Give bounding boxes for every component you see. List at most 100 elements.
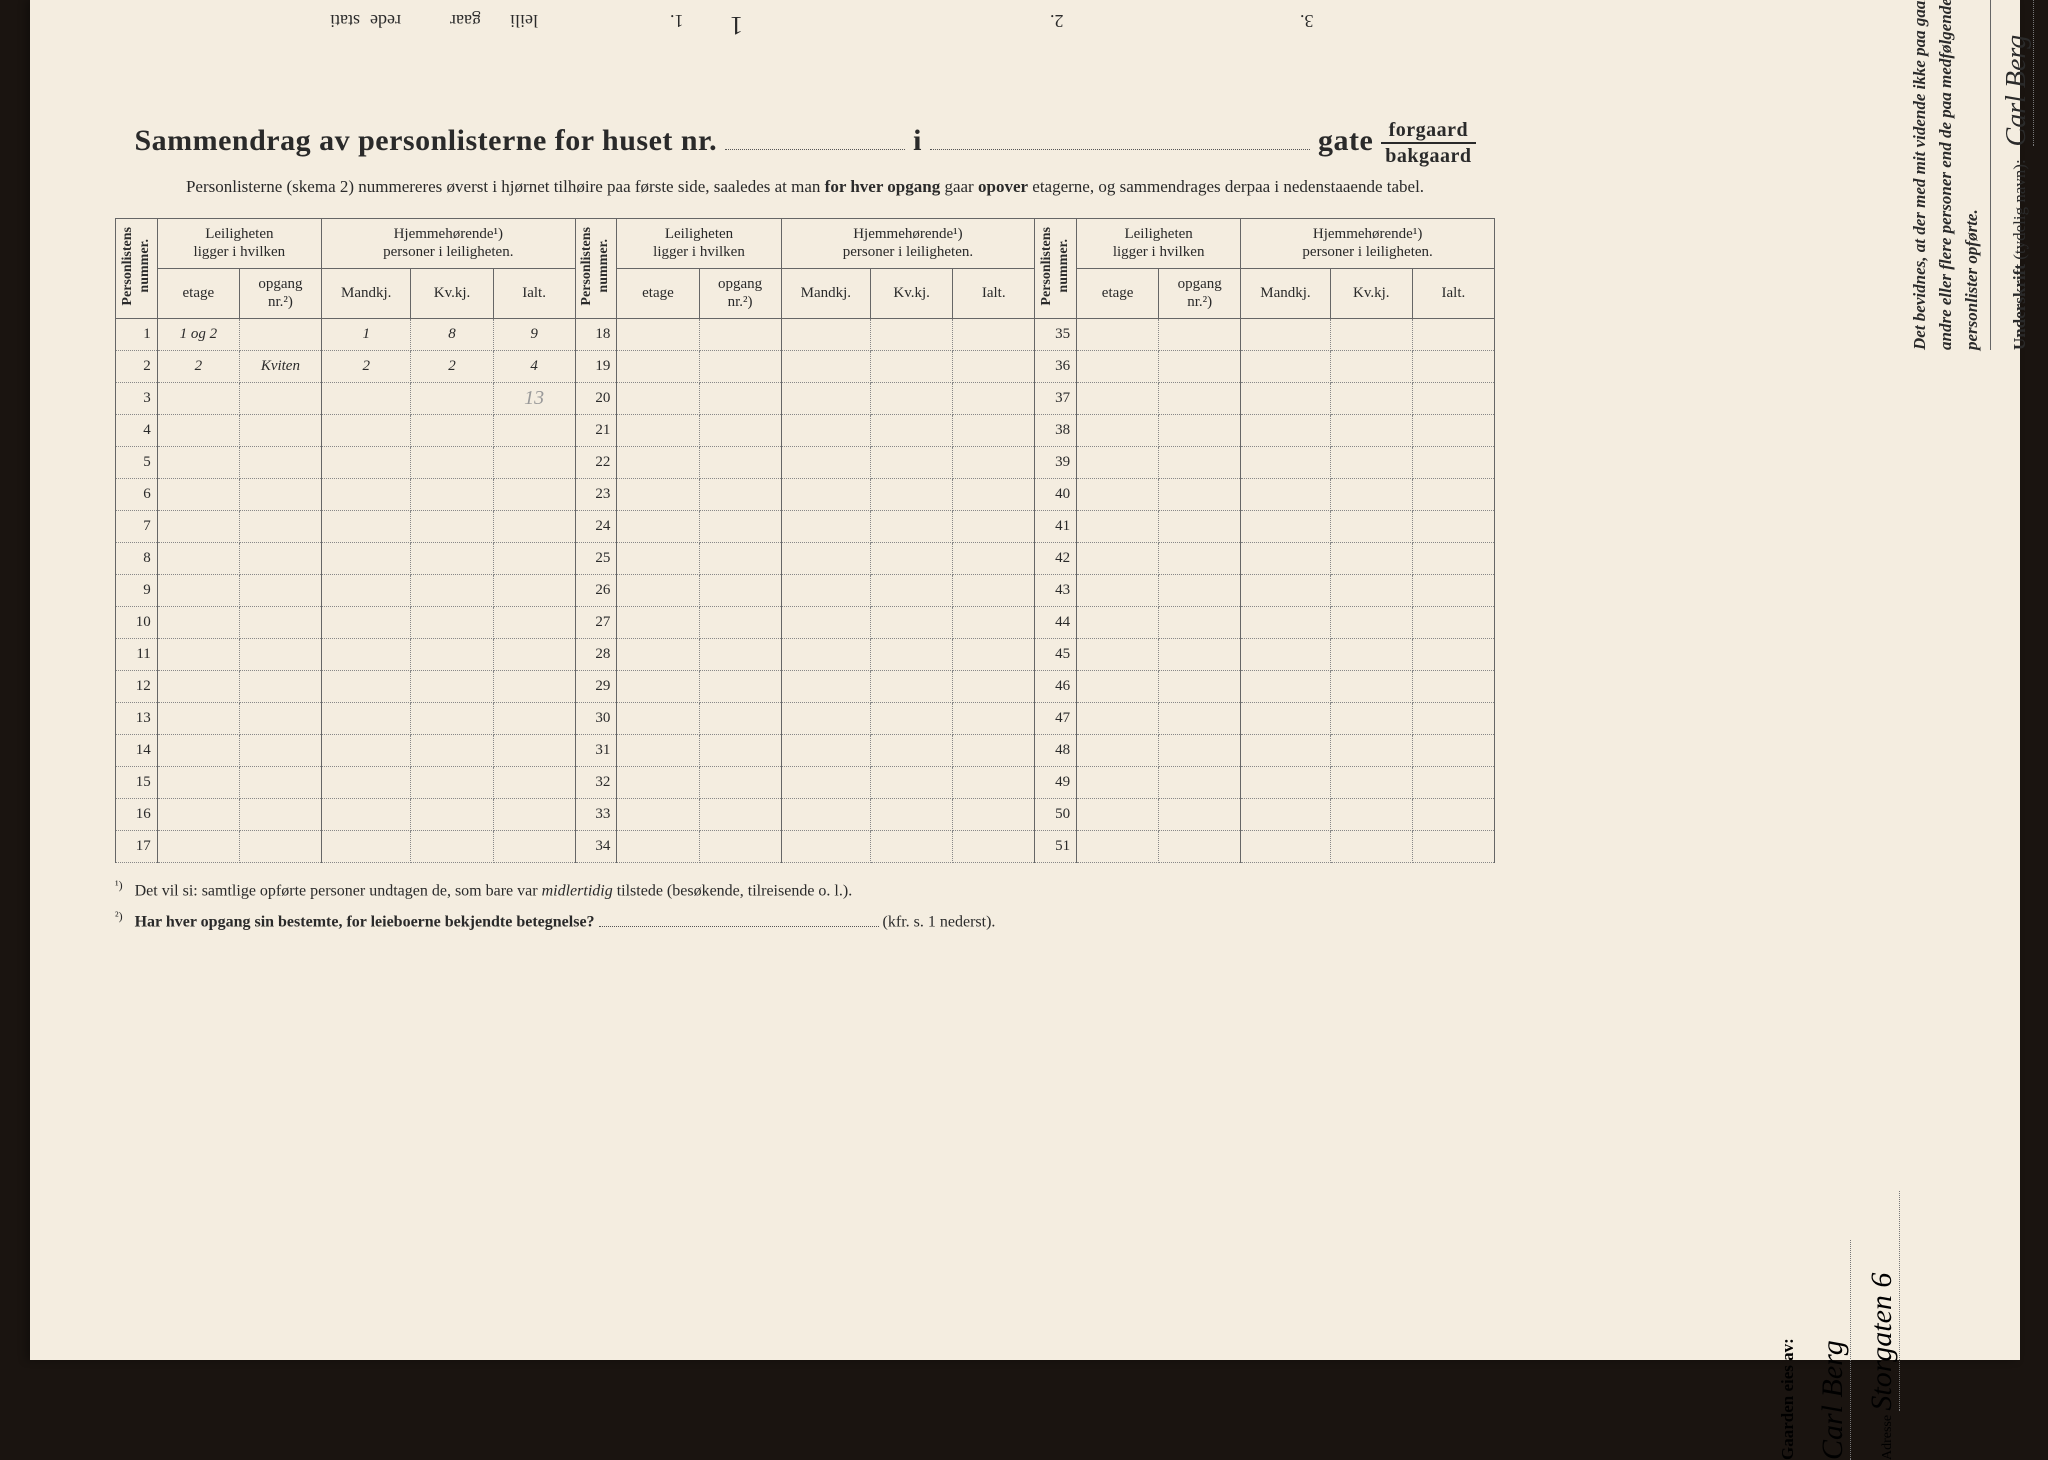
table-cell (781, 319, 871, 351)
table-cell (617, 735, 699, 767)
table-row: 143148 (116, 735, 1495, 767)
table-cell: 20 (575, 383, 617, 415)
table-cell (781, 351, 871, 383)
table-cell: 8 (411, 319, 493, 351)
table-cell: 10 (116, 607, 158, 639)
table-cell (411, 415, 493, 447)
table-cell: 30 (575, 703, 617, 735)
table-cell (1412, 351, 1494, 383)
table-cell (699, 831, 781, 863)
table-cell (871, 831, 953, 863)
table-cell (953, 543, 1035, 575)
table-cell (1241, 799, 1331, 831)
owner-adresse: Storgaten 6 (1865, 1191, 1900, 1411)
table-cell (871, 799, 953, 831)
table-cell: 48 (1035, 735, 1077, 767)
table-cell (1330, 735, 1412, 767)
table-cell (1159, 799, 1241, 831)
table-cell (1159, 543, 1241, 575)
table-cell (157, 639, 239, 671)
hdr-kvkj-1: Kv.kj. (411, 268, 493, 318)
table-cell (1159, 767, 1241, 799)
hdr-mandkj-3: Mandkj. (1241, 268, 1331, 318)
table-cell (781, 767, 871, 799)
table-cell (239, 799, 321, 831)
table-cell (699, 671, 781, 703)
table-cell: 32 (575, 767, 617, 799)
tydelig-label: (tydelig navn): (2010, 159, 2029, 260)
table-cell (1241, 671, 1331, 703)
table-cell: 17 (116, 831, 158, 863)
owner-block: Gaarden eies av: Carl Berg Adresse Storg… (1600, 1270, 1900, 1460)
table-cell (1159, 671, 1241, 703)
table-cell: 39 (1035, 447, 1077, 479)
table-cell (157, 543, 239, 575)
table-cell: 18 (575, 319, 617, 351)
table-cell (781, 831, 871, 863)
table-cell (1330, 767, 1412, 799)
table-cell (699, 767, 781, 799)
table-cell (1330, 319, 1412, 351)
table-cell (1241, 543, 1331, 575)
table-cell (239, 319, 321, 351)
table-cell: 9 (116, 575, 158, 607)
table-cell: 12 (116, 671, 158, 703)
table-cell: 8 (116, 543, 158, 575)
table-cell (239, 671, 321, 703)
table-cell: 7 (116, 511, 158, 543)
fn1-a: Det vil si: samtlige opførte personer un… (135, 882, 542, 899)
table-cell (1159, 479, 1241, 511)
table-cell: 1 (116, 319, 158, 351)
table-row: 153249 (116, 767, 1495, 799)
table-cell (617, 479, 699, 511)
table-cell (617, 831, 699, 863)
table-cell (953, 319, 1035, 351)
table-cell (1412, 319, 1494, 351)
table-cell (617, 703, 699, 735)
table-cell: 38 (1035, 415, 1077, 447)
document-page: stati rede gaar leili 1. 1 2. 3. Sammend… (30, 0, 2020, 1360)
subtitle-e: etagerne, og sammendrages derpaa i neden… (1028, 177, 1424, 196)
table-cell (411, 575, 493, 607)
table-cell (1077, 511, 1159, 543)
table-cell (321, 543, 411, 575)
table-cell (1241, 575, 1331, 607)
table-cell (1412, 703, 1494, 735)
table-cell: 46 (1035, 671, 1077, 703)
fn2-text: Har hver opgang sin bestemte, for leiebo… (135, 914, 595, 931)
table-cell: 41 (1035, 511, 1077, 543)
owner-adresse-label: Adresse (1880, 1415, 1895, 1460)
table-cell (411, 447, 493, 479)
table-cell (781, 703, 871, 735)
table-cell (781, 511, 871, 543)
table-cell (1412, 767, 1494, 799)
table-row: 82542 (116, 543, 1495, 575)
table-cell (157, 383, 239, 415)
table-cell (617, 383, 699, 415)
table-cell (617, 511, 699, 543)
table-cell (617, 319, 699, 351)
table-cell (953, 415, 1035, 447)
hdr-opgang-1: opgangnr.²) (239, 268, 321, 318)
table-cell: 49 (1035, 767, 1077, 799)
title-blank-gate (930, 128, 1310, 150)
table-row: 173451 (116, 831, 1495, 863)
hdr-leilighet-2: Leilighetenligger i hvilken (617, 218, 781, 268)
fn1-sup: ¹) (115, 878, 123, 892)
table-cell: 1 (321, 319, 411, 351)
hdr-personlistens-2: Personlistensnummer. (579, 221, 613, 312)
table-cell (1077, 351, 1159, 383)
table-cell: 35 (1035, 319, 1077, 351)
table-cell (871, 767, 953, 799)
table-cell (1159, 319, 1241, 351)
table-row: 112845 (116, 639, 1495, 671)
table-cell (953, 351, 1035, 383)
table-cell: 33 (575, 799, 617, 831)
table-cell (493, 543, 575, 575)
hdr-kvkj-3: Kv.kj. (1330, 268, 1412, 318)
table-cell (239, 735, 321, 767)
table-cell (699, 639, 781, 671)
table-cell (617, 799, 699, 831)
table-cell (411, 383, 493, 415)
table-cell (411, 511, 493, 543)
